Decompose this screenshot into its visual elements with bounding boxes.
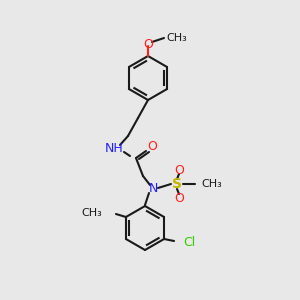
Text: CH₃: CH₃ [201,179,222,189]
Text: O: O [147,140,157,154]
Text: O: O [143,38,153,50]
Text: NH: NH [105,142,123,154]
Text: O: O [174,164,184,176]
Text: CH₃: CH₃ [81,208,102,218]
Text: CH₃: CH₃ [166,33,187,43]
Text: O: O [174,191,184,205]
Text: N: N [148,182,158,194]
Text: S: S [172,177,182,191]
Text: Cl: Cl [183,236,195,250]
